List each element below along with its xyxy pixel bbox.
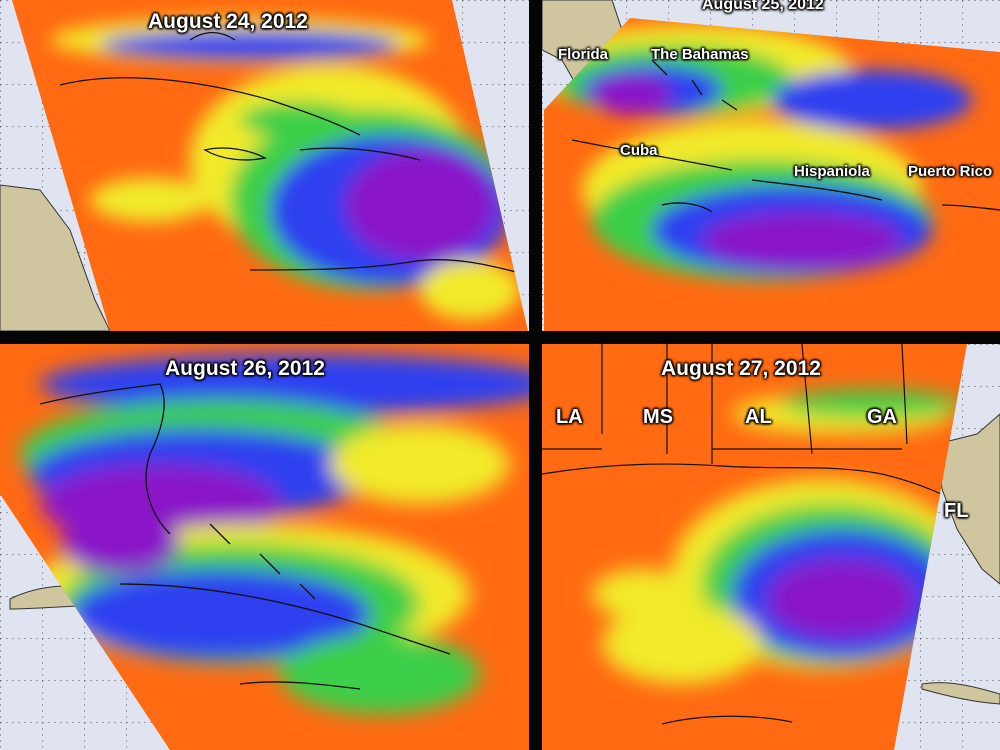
satellite-swath-aug-27 — [542, 344, 1000, 750]
satellite-swath-aug-25 — [542, 0, 1000, 331]
horizontal-divider — [0, 331, 1000, 344]
place-label-cuba: Cuba — [620, 142, 658, 159]
satellite-swath-aug-24 — [0, 0, 529, 331]
vertical-divider — [529, 0, 542, 750]
panel-aug-26: August 26, 2012 — [0, 344, 529, 750]
place-label-florida: Florida — [558, 46, 609, 63]
state-label-ms: MS — [643, 406, 673, 428]
satellite-swath-aug-26 — [0, 344, 529, 750]
panel-aug-25: August 25, 2012 Florida The Bahamas Cuba… — [542, 0, 1000, 331]
place-label-hispaniola: Hispaniola — [794, 163, 870, 180]
state-label-la: LA — [556, 406, 583, 428]
place-label-puerto-rico: Puerto Rico — [908, 163, 993, 180]
panel-date-aug-24: August 24, 2012 — [148, 10, 308, 33]
panel-date-aug-27: August 27, 2012 — [661, 357, 821, 380]
state-label-ga: GA — [867, 406, 897, 428]
state-label-fl: FL — [944, 500, 969, 522]
panel-date-aug-26: August 26, 2012 — [165, 357, 325, 380]
panel-aug-27: August 27, 2012 LA MS AL GA FL — [542, 344, 1000, 750]
panel-date-aug-25: August 25, 2012 — [702, 0, 824, 13]
state-label-al: AL — [745, 406, 772, 428]
place-label-bahamas: The Bahamas — [651, 46, 749, 63]
panel-aug-24: August 24, 2012 — [0, 0, 529, 331]
